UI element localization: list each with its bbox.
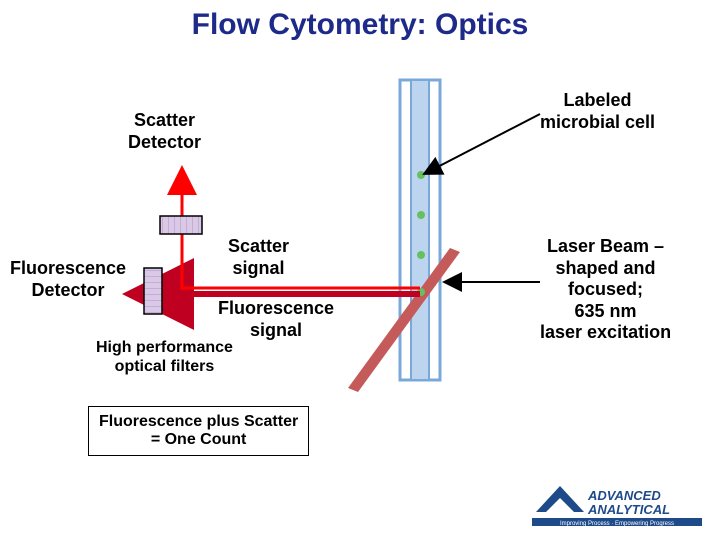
laser-beam-label: Laser Beam – shaped and focused; 635 nm … bbox=[540, 236, 671, 344]
fluorescence-detector-label: Fluorescence Detector bbox=[10, 258, 126, 301]
optical-filter-top bbox=[160, 216, 202, 234]
svg-text:ADVANCED: ADVANCED bbox=[587, 488, 661, 503]
scatter-detector-label: Scatter Detector bbox=[128, 110, 201, 153]
cell-dot bbox=[417, 251, 425, 259]
svg-text:Improving Process · Empowering: Improving Process · Empowering Progress bbox=[560, 521, 674, 526]
optical-filter-left bbox=[144, 268, 162, 314]
scatter-signal-label: Scatter signal bbox=[228, 236, 289, 279]
slide-title: Flow Cytometry: Optics bbox=[0, 8, 720, 42]
cell-dot bbox=[417, 211, 425, 219]
fluorescence-signal-label: Fluorescence signal bbox=[218, 298, 334, 341]
count-equation-box: Fluorescence plus Scatter = One Count bbox=[88, 406, 309, 456]
filters-label: High performance optical filters bbox=[96, 338, 233, 376]
company-logo: ADVANCED ANALYTICAL Improving Process · … bbox=[532, 480, 702, 526]
cell-dot bbox=[417, 171, 425, 179]
labeled-cell-label: Labeled microbial cell bbox=[540, 90, 655, 133]
flow-tube-inner bbox=[411, 80, 429, 380]
svg-text:ANALYTICAL: ANALYTICAL bbox=[587, 502, 670, 517]
